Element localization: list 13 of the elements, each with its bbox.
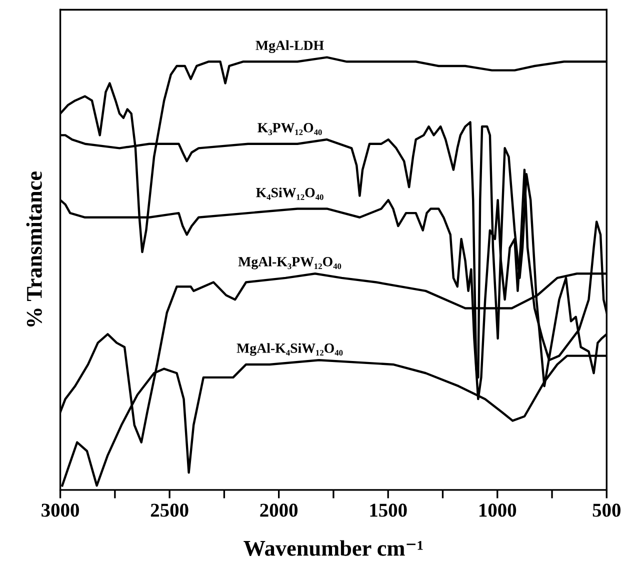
x-tick-label: 3000 — [42, 504, 79, 517]
x-tick-label: 1500 — [370, 504, 407, 517]
series-label: K₃PW₁₂O₄₀ — [258, 123, 322, 136]
series-label: MgAl-K₄SiW₁₂O₄₀ — [236, 343, 343, 356]
series-label: MgAl-LDH — [256, 40, 324, 53]
x-tick-label: 500 — [592, 504, 620, 517]
x-tick-label: 2000 — [260, 504, 298, 517]
x-axis-title: Wavenumber cm⁻¹ — [244, 540, 423, 556]
x-tick-label: 2500 — [150, 504, 188, 517]
series-label: MgAl-K₃PW₁₂O₄₀ — [238, 256, 342, 270]
x-tick-label: 1000 — [479, 504, 516, 517]
y-axis-title: % Transmitance — [26, 171, 42, 326]
series-label: K₄SiW₁₂O₄₀ — [256, 187, 324, 200]
